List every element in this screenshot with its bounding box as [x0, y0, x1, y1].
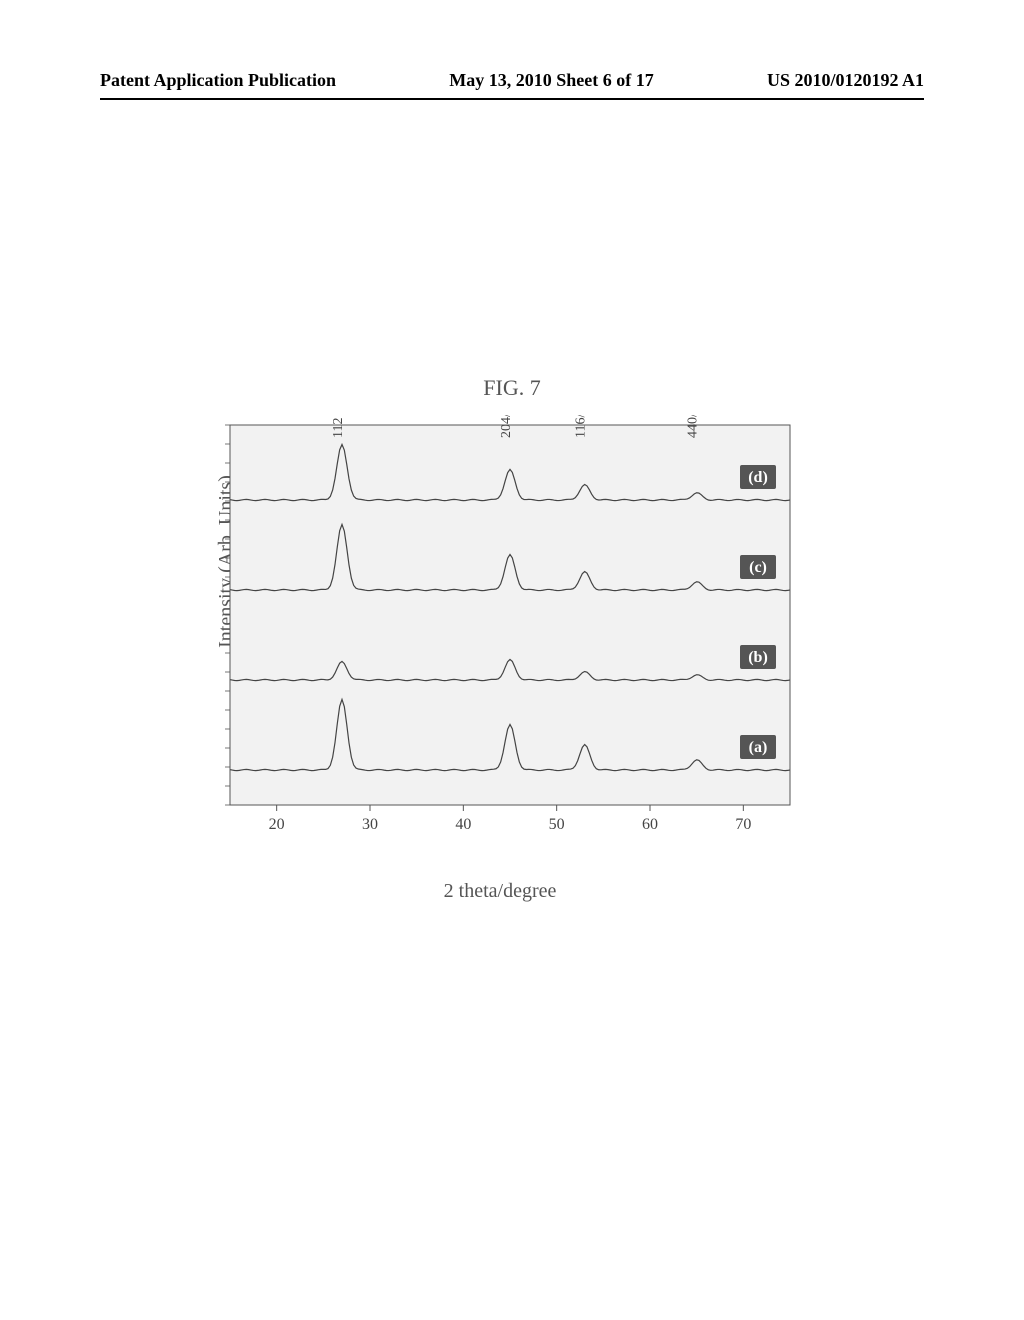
header-left: Patent Application Publication: [100, 70, 336, 91]
xrd-chart: 20 30 40 50 60 70 (a) (b) (c) (d) 112 204/220 116/31…: [180, 415, 820, 865]
peak-label: 112: [331, 418, 346, 438]
peak-label: 204/220: [499, 415, 514, 438]
trace-badge-label: (a): [749, 739, 768, 756]
trace-badge-label: (b): [748, 649, 768, 666]
x-axis-label: 2 theta/degree: [180, 880, 820, 903]
x-tick-label: 30: [362, 816, 378, 833]
x-tick-label: 40: [455, 816, 471, 833]
x-tick-label: 60: [642, 816, 658, 833]
x-tick-label: 20: [269, 816, 285, 833]
header-rule: [100, 98, 924, 100]
x-tick-label: 70: [735, 816, 751, 833]
peak-label: 116/312: [574, 415, 589, 438]
peak-label: 440/008: [686, 415, 701, 438]
header-right: US 2010/0120192 A1: [767, 70, 924, 91]
figure-title: FIG. 7: [0, 375, 1024, 401]
page-header: Patent Application Publication May 13, 2…: [0, 70, 1024, 91]
plot-background: [230, 425, 790, 805]
x-tick-label: 50: [549, 816, 565, 833]
chart-svg: 20 30 40 50 60 70 (a) (b) (c) (d) 112 204/220 116/31…: [180, 415, 820, 865]
trace-badge-label: (d): [748, 469, 768, 486]
trace-badge-label: (c): [749, 559, 767, 576]
header-center: May 13, 2010 Sheet 6 of 17: [449, 70, 653, 91]
